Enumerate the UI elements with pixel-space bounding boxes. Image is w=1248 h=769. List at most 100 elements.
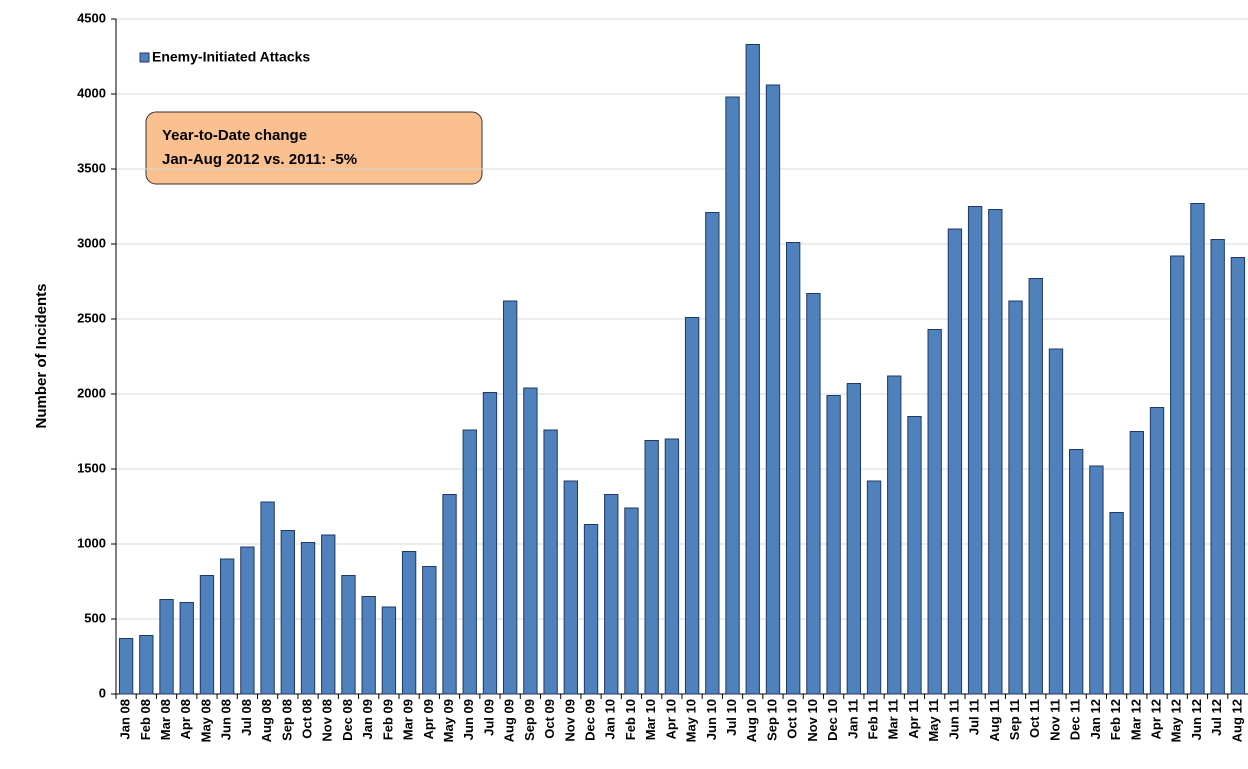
x-tick-label: Dec 11 bbox=[1068, 699, 1083, 740]
bar bbox=[361, 596, 376, 695]
x-tick-label: Feb 10 bbox=[623, 699, 638, 740]
bar bbox=[988, 209, 1003, 695]
x-tick-label: Apr 12 bbox=[1148, 699, 1163, 739]
x-tick-label: May 12 bbox=[1169, 699, 1184, 742]
bar bbox=[644, 440, 659, 695]
bar bbox=[583, 524, 599, 695]
bar bbox=[1089, 465, 1104, 695]
bar bbox=[260, 501, 275, 695]
x-tick-label: Jun 08 bbox=[219, 699, 234, 740]
x-tick-label: Jan 11 bbox=[845, 699, 860, 739]
x-tick-label: Mar 10 bbox=[643, 699, 658, 740]
x-tick-label: Oct 08 bbox=[299, 699, 314, 739]
x-tick-label: Jul 12 bbox=[1209, 699, 1224, 736]
bar bbox=[745, 44, 760, 695]
x-tick-label: Jun 11 bbox=[946, 699, 961, 739]
x-tick-label: Mar 08 bbox=[158, 699, 173, 740]
bar bbox=[300, 542, 316, 695]
y-tick-label: 500 bbox=[84, 610, 106, 625]
x-tick-label: Aug 09 bbox=[502, 699, 517, 742]
bar bbox=[159, 599, 174, 695]
x-tick-label: Mar 12 bbox=[1128, 699, 1143, 740]
x-tick-label: May 09 bbox=[441, 699, 456, 742]
bar bbox=[1149, 407, 1165, 695]
y-tick-label: 1000 bbox=[77, 535, 106, 550]
bar bbox=[442, 494, 457, 695]
y-tick-label: 1500 bbox=[77, 460, 106, 475]
bar bbox=[887, 375, 902, 695]
bar bbox=[967, 206, 983, 695]
bar bbox=[1048, 348, 1064, 695]
x-tick-label: Apr 11 bbox=[906, 699, 921, 739]
bar bbox=[1230, 257, 1246, 695]
x-tick-label: Nov 08 bbox=[320, 699, 335, 742]
x-tick-label: Apr 09 bbox=[421, 699, 436, 739]
bar bbox=[806, 293, 821, 695]
x-tick-label: Mar 09 bbox=[401, 699, 416, 740]
bar bbox=[139, 635, 154, 695]
bar bbox=[947, 228, 963, 695]
bar bbox=[1069, 449, 1084, 695]
bar bbox=[907, 416, 922, 695]
bar bbox=[240, 546, 255, 695]
x-tick-label: Aug 08 bbox=[259, 699, 274, 742]
x-tick-label: Feb 09 bbox=[380, 699, 395, 740]
y-tick-label: 4500 bbox=[77, 10, 106, 25]
x-tick-label: Mar 11 bbox=[886, 699, 901, 739]
bar bbox=[826, 395, 841, 695]
bar bbox=[927, 329, 942, 695]
x-tick-label: May 10 bbox=[684, 699, 699, 742]
bar bbox=[604, 494, 619, 695]
x-tick-label: Oct 09 bbox=[542, 699, 557, 739]
x-tick-label: Jan 08 bbox=[118, 699, 133, 739]
bar bbox=[725, 96, 740, 695]
bar bbox=[482, 392, 498, 695]
bar bbox=[1190, 203, 1205, 695]
x-tick-label: Apr 08 bbox=[178, 699, 193, 739]
x-tick-label: May 11 bbox=[926, 699, 941, 742]
bar bbox=[401, 551, 417, 695]
bar bbox=[199, 575, 215, 695]
x-tick-label: Jun 09 bbox=[461, 699, 476, 740]
x-tick-label: Jul 10 bbox=[724, 699, 739, 736]
bar bbox=[684, 317, 700, 695]
x-tick-label: Aug 11 bbox=[987, 699, 1002, 742]
x-tick-label: Feb 08 bbox=[138, 699, 153, 740]
bar bbox=[705, 212, 720, 695]
bar bbox=[786, 242, 801, 695]
annotation: Year-to-Date change bbox=[162, 127, 307, 144]
legend-swatch bbox=[139, 52, 150, 63]
x-tick-label: Dec 08 bbox=[340, 699, 355, 741]
x-tick-label: Nov 10 bbox=[805, 699, 820, 742]
bar bbox=[543, 429, 558, 695]
bar bbox=[220, 558, 235, 695]
y-tick-label: 0 bbox=[99, 685, 106, 700]
bar bbox=[624, 507, 639, 695]
y-tick-label: 3500 bbox=[77, 160, 106, 175]
bar bbox=[1129, 431, 1144, 695]
x-tick-label: Dec 10 bbox=[825, 699, 840, 741]
x-tick-label: Nov 11 bbox=[1047, 699, 1062, 741]
x-tick-label: Aug 10 bbox=[744, 699, 759, 742]
x-tick-label: Sep 08 bbox=[279, 699, 294, 741]
annotation-box bbox=[145, 111, 483, 185]
x-tick-label: Aug 12 bbox=[1229, 699, 1244, 742]
y-tick-label: 2500 bbox=[77, 310, 106, 325]
bar bbox=[503, 300, 518, 695]
x-tick-label: Jan 09 bbox=[360, 699, 375, 739]
bar bbox=[563, 480, 578, 695]
bar bbox=[280, 530, 295, 695]
y-axis-label: Number of Incidents bbox=[33, 283, 50, 428]
x-tick-label: Sep 09 bbox=[522, 699, 537, 741]
x-tick-label: Jan 12 bbox=[1088, 699, 1103, 739]
x-tick-label: Jun 12 bbox=[1189, 699, 1204, 740]
bar bbox=[1109, 512, 1124, 695]
bar bbox=[1008, 300, 1023, 695]
bar bbox=[341, 575, 356, 695]
x-tick-label: Jul 11 bbox=[967, 699, 982, 735]
x-tick-label: Dec 09 bbox=[582, 699, 597, 741]
x-tick-label: Feb 11 bbox=[865, 699, 880, 739]
x-tick-label: Sep 10 bbox=[764, 699, 779, 741]
bar bbox=[179, 602, 194, 695]
